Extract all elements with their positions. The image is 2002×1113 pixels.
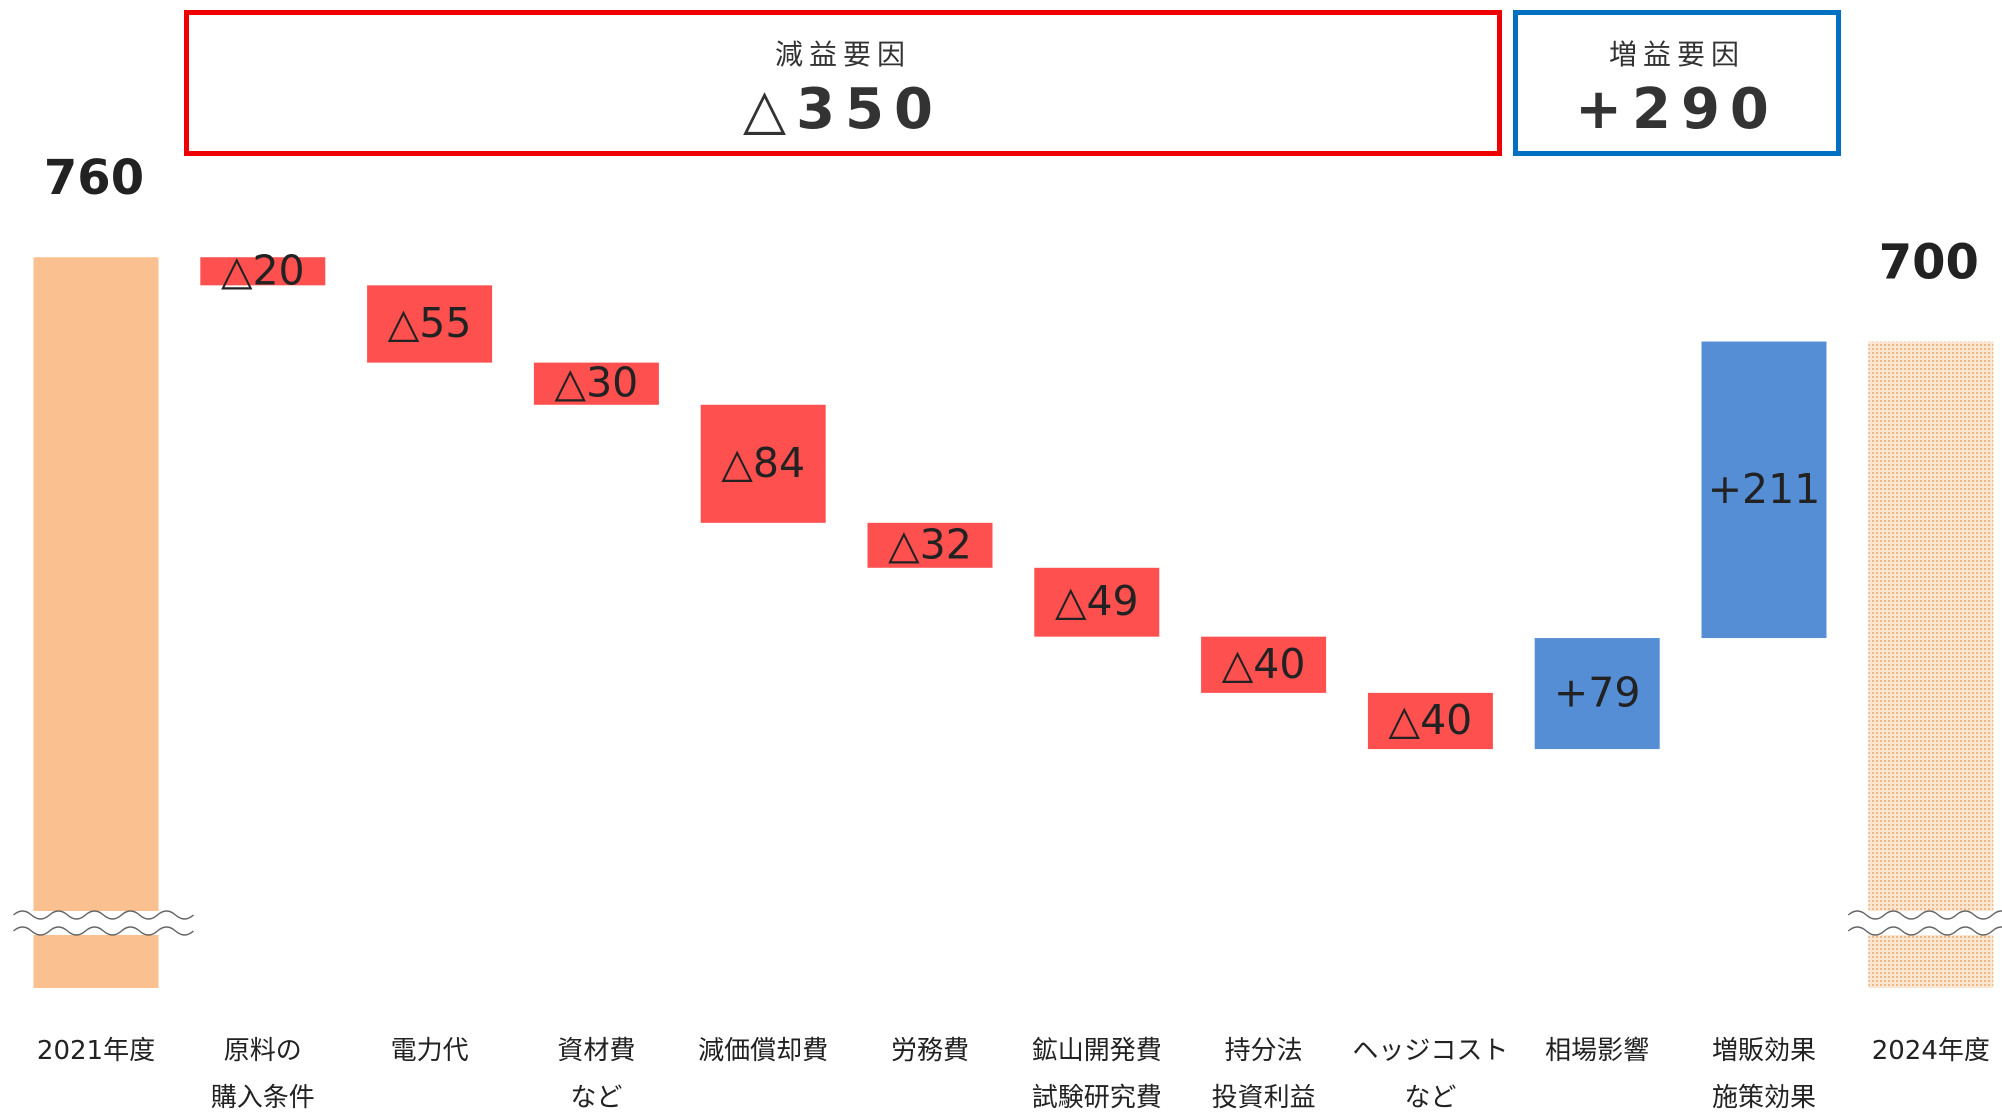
data-label: △55 — [388, 299, 472, 347]
bar — [867, 522, 993, 568]
x-tick-label: 原料の 購入条件 — [210, 1036, 315, 1113]
data-label: △49 — [1055, 577, 1139, 625]
bar — [367, 285, 493, 363]
data-label: △40 — [1222, 640, 1306, 688]
summary-box: 増益要因 +290 — [1513, 10, 1841, 156]
x-tick-label: ヘッジコスト など — [1352, 1036, 1509, 1113]
data-label: △30 — [555, 359, 639, 407]
bar — [1367, 692, 1493, 750]
bar — [1868, 341, 1994, 988]
x-tick-label: 増販効果 施策効果 — [1711, 1036, 1816, 1113]
data-label: △84 — [721, 439, 805, 487]
x-tick-label: 労務費 — [890, 1036, 969, 1066]
bar — [533, 362, 659, 405]
data-label: +79 — [1554, 669, 1641, 717]
x-tick-label: 減価償却費 — [698, 1036, 829, 1066]
x-tick-label: 持分法 投資利益 — [1211, 1036, 1316, 1113]
data-label: △40 — [1389, 696, 1473, 744]
summary-total: △350 — [743, 77, 943, 142]
summary-total: +290 — [1575, 77, 1779, 142]
bar — [1201, 636, 1327, 693]
data-label: △20 — [221, 246, 305, 294]
bar — [1701, 341, 1827, 639]
bar — [200, 257, 326, 286]
data-label: +211 — [1708, 465, 1821, 513]
summary-title: 増益要因 — [1608, 38, 1745, 71]
data-label: △32 — [888, 520, 972, 568]
axis-break — [13, 911, 179, 935]
bar — [1534, 638, 1660, 750]
bar — [700, 404, 826, 523]
bar — [1034, 567, 1160, 637]
x-tick-label: 資材費 など — [557, 1036, 636, 1113]
x-tick-label: 2024年度 — [1871, 1036, 1990, 1066]
x-tick-label: 電力代 — [390, 1036, 469, 1066]
x-tick-label: 相場影響 — [1545, 1036, 1650, 1066]
axis-break-line — [13, 910, 194, 936]
bar — [33, 257, 159, 988]
axis-break — [1848, 911, 2002, 935]
summary-title: 減益要因 — [774, 38, 911, 71]
data-label: 760 — [44, 150, 144, 206]
x-tick-label: 2021年度 — [36, 1036, 156, 1066]
axis-break-line — [1847, 910, 2002, 936]
x-tick-label: 鉱山開発費 試験研究費 — [1031, 1036, 1162, 1113]
data-label: 700 — [1879, 235, 1979, 291]
summary-box: 減益要因 △350 — [184, 10, 1502, 156]
